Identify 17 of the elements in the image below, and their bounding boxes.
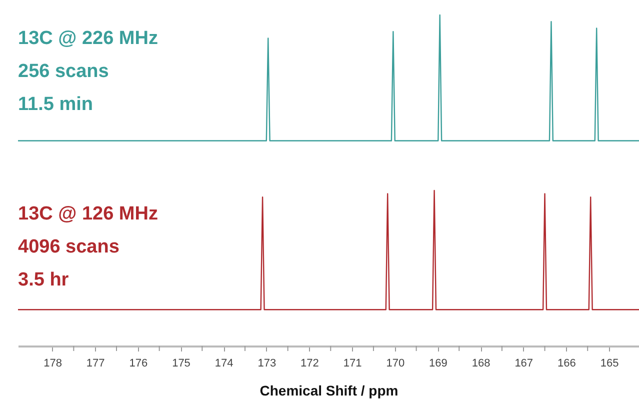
series-label: 13C @ 226 MHz 256 scans 11.5 min xyxy=(18,28,158,115)
x-tick-label: 168 xyxy=(472,358,490,370)
x-tick-label: 165 xyxy=(600,358,619,370)
x-tick-label: 170 xyxy=(386,358,405,370)
x-tick-label: 169 xyxy=(429,358,448,370)
x-tick-label: 167 xyxy=(514,358,534,370)
x-tick-label: 174 xyxy=(214,358,234,370)
x-tick-label: 178 xyxy=(44,358,62,370)
x-tick-label: 176 xyxy=(129,358,148,370)
series-label: 13C @ 126 MHz 4096 scans 3.5 hr xyxy=(18,203,158,290)
x-tick-label: 166 xyxy=(558,358,576,370)
x-tick-label: 175 xyxy=(172,358,190,370)
x-tick-label: 173 xyxy=(258,358,276,370)
x-axis-title: Chemical Shift / ppm xyxy=(260,382,398,398)
x-tick-label: 177 xyxy=(86,358,105,370)
x-tick-label: 172 xyxy=(300,358,319,370)
x-tick-label: 171 xyxy=(343,358,362,370)
